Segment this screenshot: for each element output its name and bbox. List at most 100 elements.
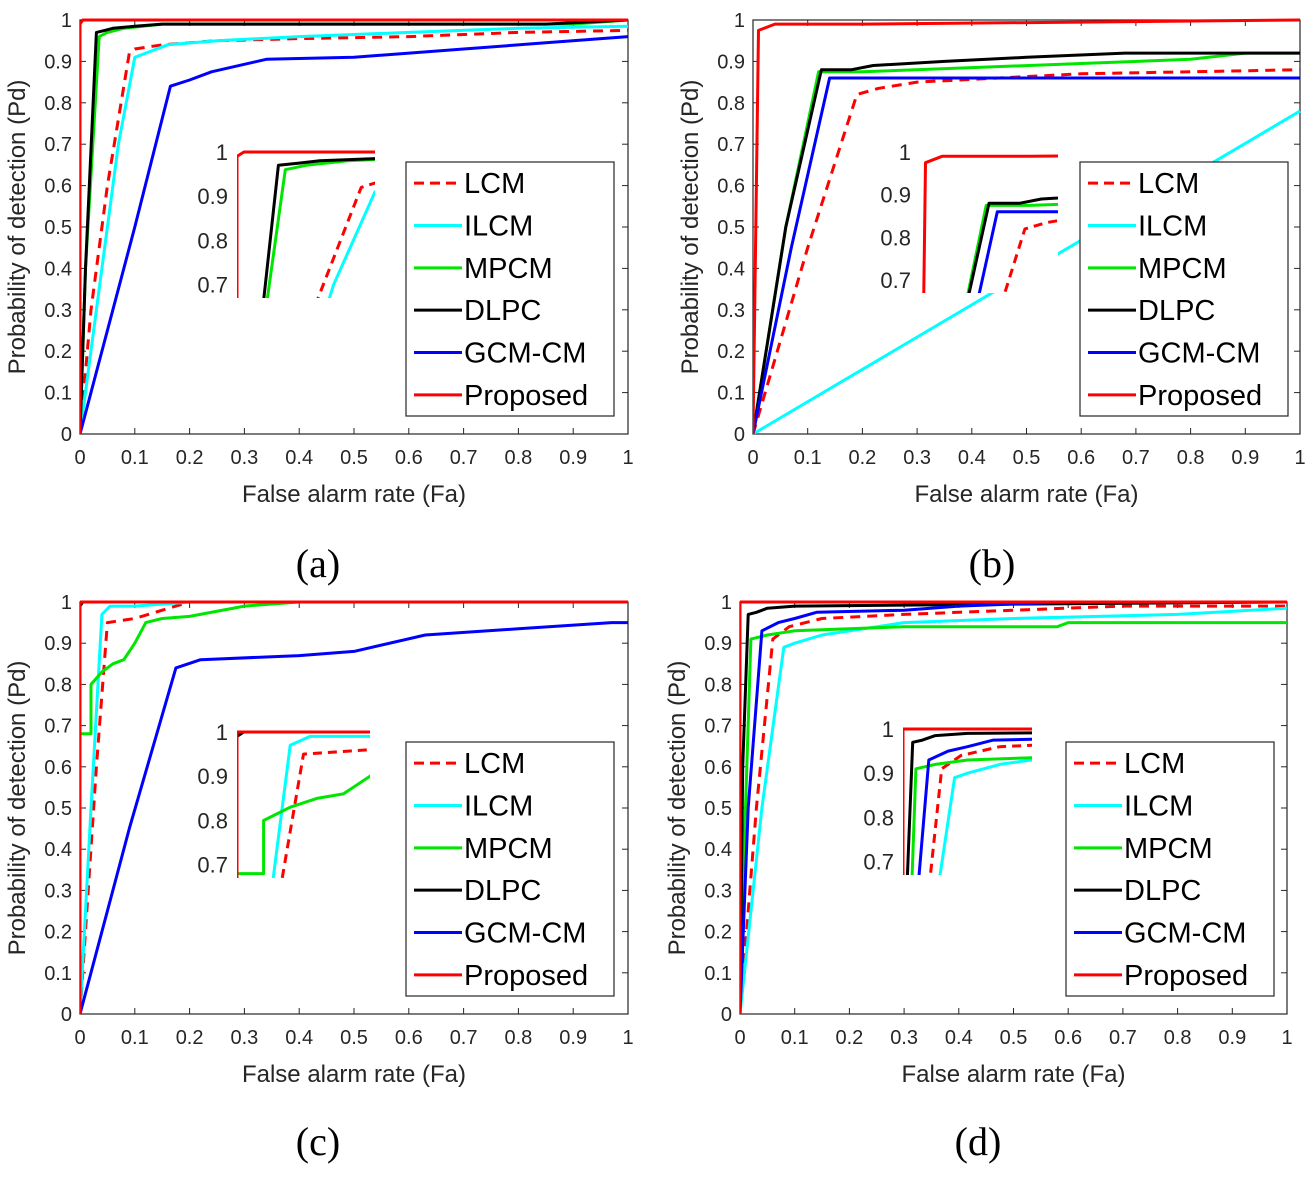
legend: LCM ILCM MPCM DLPC GCM-CM Proposed [1079, 161, 1289, 417]
y-tick-label: 0.6 [717, 176, 745, 198]
inset-lines [903, 727, 1032, 875]
x-tick-label: 0.6 [1067, 447, 1095, 469]
x-tick-label: 1 [622, 447, 633, 469]
x-tick-label: 0.9 [1218, 1027, 1246, 1049]
inset-y-tick-label: 0.8 [197, 808, 228, 833]
x-tick-label: 0.3 [903, 447, 931, 469]
y-tick-label: 0.3 [44, 880, 72, 902]
x-tick-label: 0.4 [285, 1027, 313, 1049]
y-tick-label: 1 [721, 592, 732, 614]
series-lines [80, 600, 628, 1014]
inset-series-gcm-cm [917, 737, 1032, 875]
x-tick-label: 0.5 [1000, 1027, 1028, 1049]
inset-y-tick-label: 1 [216, 140, 228, 165]
panel-a: 0 0.1 0.2 0.3 0.4 0.5 0.6 0.7 0.8 0.9 1 0 0.1 0.2 0.3 0… [4, 10, 634, 508]
x-tick-label: 0.3 [230, 1027, 258, 1049]
inset-y-tick-label: 0.9 [863, 761, 894, 786]
y-axis-label: Probability of detection (Pd) [4, 661, 31, 956]
x-tick-label: 0.1 [794, 447, 822, 469]
y-tick-label: 0 [734, 424, 745, 446]
y-tick-label: 1 [61, 592, 72, 614]
legend-entry-ilcm: ILCM [464, 791, 533, 823]
x-tick-label: 0.1 [121, 1027, 149, 1049]
x-tick-label: 0.8 [1164, 1027, 1192, 1049]
series-line-proposed [80, 18, 628, 434]
inset-series-dlpc [905, 731, 1032, 875]
y-tick-label: 0.2 [44, 922, 72, 944]
series-line-lcm [740, 604, 1287, 1014]
legend-entry-gcm-cm: GCM-CM [464, 338, 586, 370]
series-line-dlpc [753, 51, 1300, 434]
y-tick-label: 0.1 [44, 963, 72, 985]
inset-series-mpcm [910, 756, 1032, 875]
x-tick-label: 0.5 [340, 1027, 368, 1049]
inset-y-tick-label: 1 [216, 720, 228, 745]
x-axis-label: False alarm rate (Fa) [242, 1061, 466, 1088]
inset-plot: 0.7 0.8 0.9 1 [197, 720, 370, 878]
inset-y-tick-label: 0.8 [863, 805, 894, 830]
series-line-mpcm [740, 621, 1287, 1014]
inset-plot: 0.7 0.8 0.9 1 [863, 717, 1032, 875]
y-tick-label: 0 [721, 1004, 732, 1026]
y-tick-label: 0.3 [717, 300, 745, 322]
y-tick-label: 0.1 [717, 383, 745, 405]
caption-c: (c) [296, 1119, 340, 1164]
series-line-dlpc [80, 18, 629, 434]
inset-series-proposed [237, 150, 375, 298]
x-tick-label: 0.2 [176, 1027, 204, 1049]
series-line-ilcm [80, 24, 629, 434]
caption-d: (d) [955, 1119, 1002, 1164]
inset-y-tick-label: 0.9 [197, 184, 228, 209]
x-tick-label: 0.2 [835, 1027, 863, 1049]
series-line-proposed [740, 600, 1287, 1014]
y-tick-label: 0.5 [717, 217, 745, 239]
inset-series-proposed [237, 730, 370, 878]
y-tick-label: 0.7 [44, 716, 72, 738]
y-tick-label: 0.4 [704, 839, 732, 861]
x-tick-label: 0.8 [1177, 447, 1205, 469]
caption-b: (b) [969, 541, 1016, 586]
y-tick-label: 0.8 [704, 674, 732, 696]
x-axis-label: False alarm rate (Fa) [914, 481, 1138, 508]
y-tick-label: 0.6 [44, 176, 72, 198]
y-tick-label: 0.5 [44, 217, 72, 239]
series-line-proposed [80, 600, 628, 1014]
legend-entry-proposed: Proposed [464, 960, 588, 992]
x-tick-label: 0.6 [1054, 1027, 1082, 1049]
inset-lines [922, 154, 1058, 293]
inset-series-dlpc [967, 196, 1058, 293]
inset-y-tick-label: 0.7 [863, 850, 894, 875]
y-axis-label: Probability of detection (Pd) [677, 80, 704, 375]
y-tick-label: 0 [61, 1004, 72, 1026]
legend-entry-gcm-cm: GCM-CM [1138, 338, 1260, 370]
series-line-proposed [753, 18, 1301, 434]
inset-series-proposed [922, 154, 1058, 293]
y-tick-label: 0 [61, 424, 72, 446]
legend-box [1065, 741, 1275, 997]
inset-y-tick-label: 1 [882, 717, 894, 742]
panel-d: 0 0.1 0.2 0.3 0.4 0.5 0.6 0.7 0.8 0.9 1 0 0.1 0.2 0.3 0… [664, 592, 1293, 1088]
x-tick-label: 0 [74, 447, 85, 469]
series-line-gcm-cm [80, 35, 629, 434]
x-tick-label: 0.2 [176, 447, 204, 469]
x-tick-label: 0.7 [450, 447, 478, 469]
legend: LCM ILCM MPCM DLPC GCM-CM Proposed [1065, 741, 1275, 997]
y-tick-label: 0.9 [717, 51, 745, 73]
legend: LCM ILCM MPCM DLPC GCM-CM Proposed [405, 161, 615, 417]
legend-entry-gcm-cm: GCM-CM [1124, 918, 1246, 950]
inset-y-tick-label: 1 [899, 140, 911, 165]
x-tick-label: 0.4 [285, 447, 313, 469]
x-tick-label: 1 [1281, 1027, 1292, 1049]
inset-y-tick-label: 0.7 [880, 268, 911, 293]
x-tick-label: 0 [747, 447, 758, 469]
legend-entry-dlpc: DLPC [464, 875, 541, 907]
x-tick-label: 0.2 [848, 447, 876, 469]
x-tick-label: 0 [74, 1027, 85, 1049]
legend-entry-gcm-cm: GCM-CM [464, 918, 586, 950]
x-tick-label: 0.1 [781, 1027, 809, 1049]
y-axis-label: Probability of detection (Pd) [664, 661, 691, 956]
x-axis-label: False alarm rate (Fa) [242, 481, 466, 508]
inset-area [920, 152, 1058, 293]
series-line-gcm-cm [740, 600, 1287, 1014]
y-tick-label: 0.6 [704, 757, 732, 779]
